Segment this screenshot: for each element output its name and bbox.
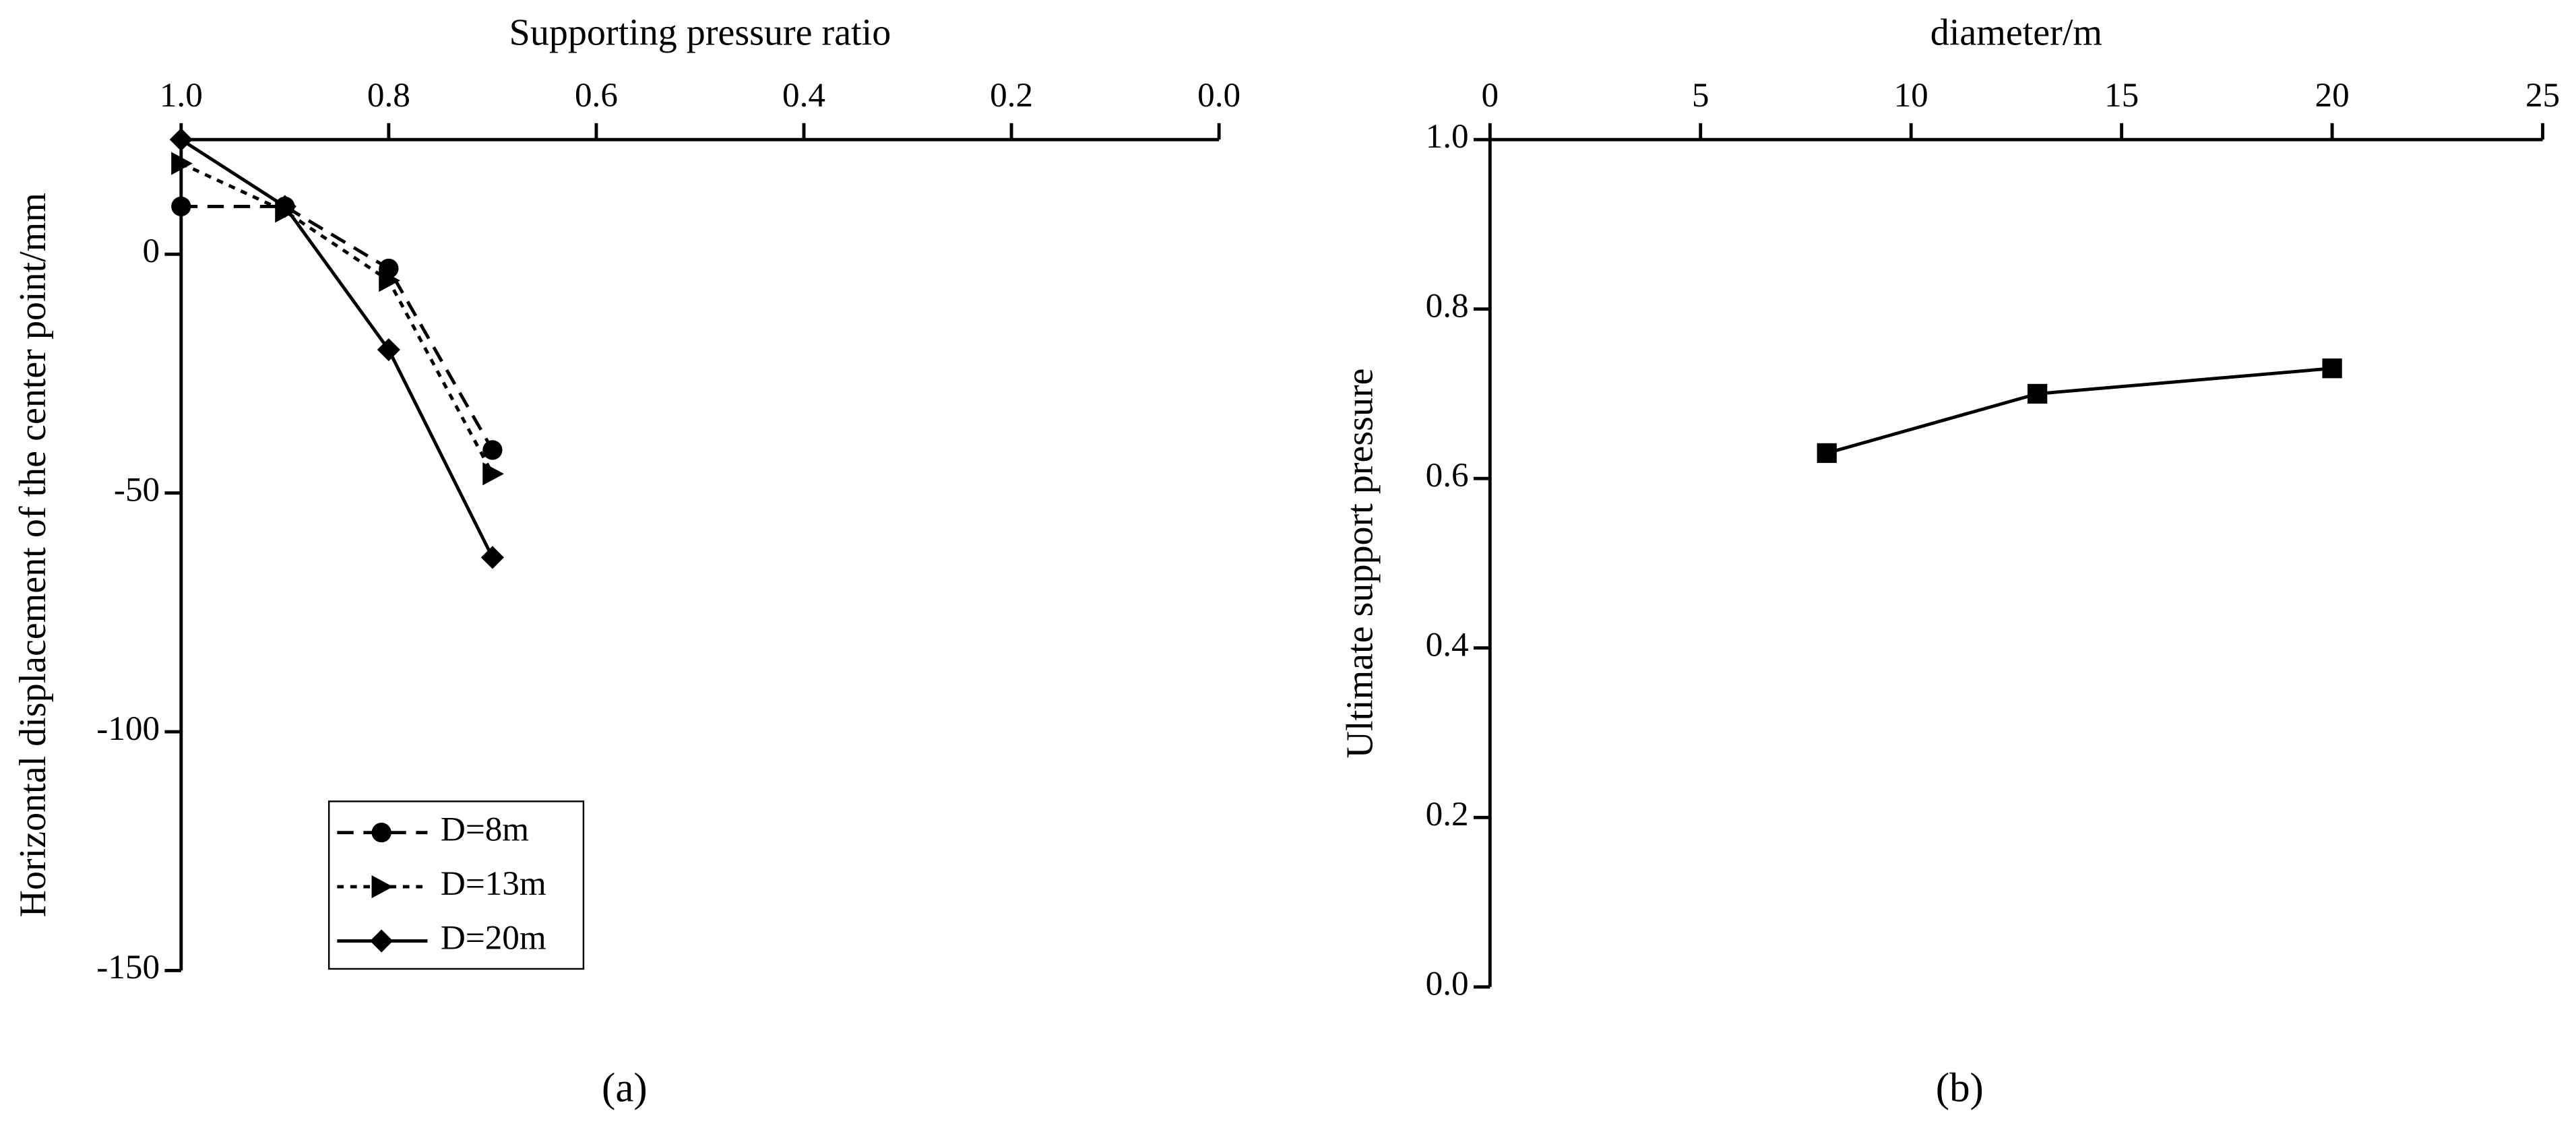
x-tick-label: 20: [2315, 76, 2350, 115]
marker: [171, 152, 193, 175]
y-tick-label: -150: [96, 948, 160, 986]
marker: [2028, 383, 2048, 404]
x-tick-label: 25: [2525, 76, 2560, 115]
marker: [379, 269, 400, 292]
series-line: [180, 138, 495, 559]
x-tick-label: 10: [1894, 76, 1928, 115]
legend-label: D=20m: [441, 918, 546, 957]
x-axis-label: diameter/m: [1930, 11, 2102, 53]
caption: (b): [1936, 1066, 1984, 1111]
legend-label: D=13m: [441, 864, 546, 903]
x-axis-label: Supporting pressure ratio: [509, 11, 891, 53]
y-tick-label: 0.6: [1426, 456, 1469, 495]
x-tick-label: 1.0: [160, 76, 203, 115]
caption: (a): [602, 1066, 648, 1111]
marker: [171, 196, 191, 217]
marker: [480, 546, 504, 569]
y-axis-label: Ultimate support pressure: [1339, 368, 1381, 758]
series-line: [1826, 367, 2333, 455]
x-tick-label: 0.6: [575, 76, 618, 115]
x-tick-label: 0.0: [1197, 76, 1240, 115]
x-tick-label: 5: [1692, 76, 1709, 115]
x-tick-label: 0.4: [782, 76, 825, 115]
marker: [169, 128, 193, 152]
y-tick-label: 0.0: [1426, 965, 1469, 1003]
y-tick-label: 0.4: [1426, 625, 1469, 664]
y-tick-label: 0.8: [1426, 286, 1469, 325]
marker: [2322, 358, 2342, 379]
marker: [273, 195, 296, 218]
y-axis-label: Horizontal displacement of the center po…: [12, 193, 54, 917]
y-tick-label: -100: [96, 709, 160, 748]
legend-marker: [371, 823, 391, 843]
legend-marker: [371, 875, 394, 899]
marker: [377, 338, 400, 362]
marker: [482, 462, 504, 486]
y-tick-label: 0: [143, 232, 160, 270]
x-tick-label: 0.8: [367, 76, 410, 115]
x-tick-label: 0.2: [990, 76, 1033, 115]
y-tick-label: 1.0: [1426, 117, 1469, 156]
legend-label: D=8m: [441, 810, 529, 848]
marker: [1817, 443, 1837, 464]
series-line: [181, 204, 495, 451]
x-tick-label: 15: [2104, 76, 2139, 115]
series-line: [180, 162, 495, 475]
marker: [482, 440, 503, 460]
y-tick-label: 0.2: [1426, 795, 1469, 833]
x-tick-label: 0: [1481, 76, 1499, 115]
y-tick-label: -50: [114, 470, 160, 509]
